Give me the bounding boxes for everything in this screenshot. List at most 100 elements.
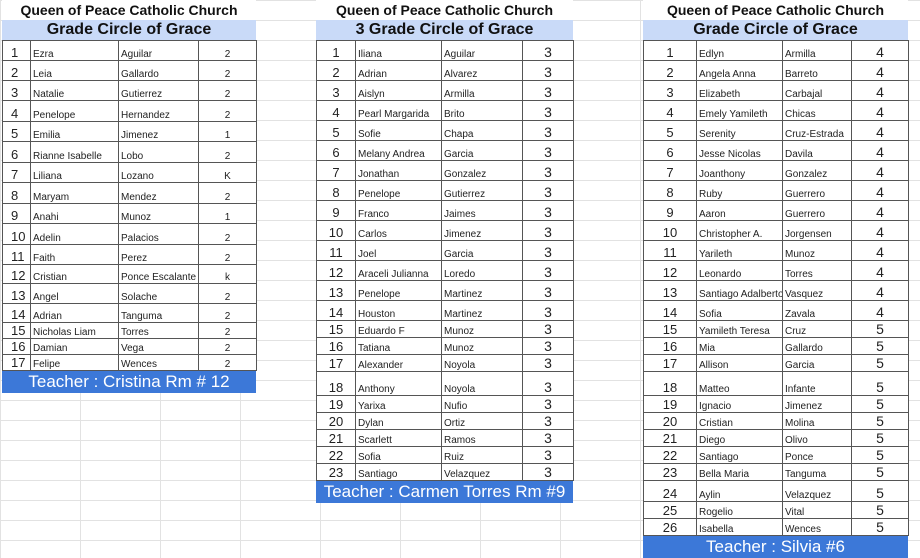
grade-cell[interactable]: 3 [522, 280, 574, 301]
grade-cell[interactable]: 2 [198, 40, 257, 61]
grade-cell[interactable]: 3 [522, 337, 574, 355]
row-number-cell[interactable]: 1 [316, 40, 356, 61]
last-name-cell[interactable]: Lobo [118, 141, 199, 163]
row-number-cell[interactable]: 24 [643, 480, 697, 502]
last-name-cell[interactable]: Ortiz [441, 412, 523, 430]
first-name-cell[interactable]: Jonathan [355, 160, 442, 181]
grade-cell[interactable]: 3 [522, 412, 574, 430]
first-name-cell[interactable]: Eduardo F [355, 320, 442, 338]
grade-cell[interactable]: 3 [522, 120, 574, 141]
first-name-cell[interactable]: Leonardo [696, 260, 783, 281]
first-name-cell[interactable]: Bella Maria [696, 463, 783, 481]
row-number-cell[interactable]: 14 [643, 300, 697, 321]
last-name-cell[interactable]: Aguilar [441, 40, 523, 61]
first-name-cell[interactable]: Jesse Nicolas [696, 140, 783, 161]
row-number-cell[interactable]: 26 [643, 518, 697, 536]
first-name-cell[interactable]: Ruby [696, 180, 783, 201]
first-name-cell[interactable]: Yarileth [696, 240, 783, 261]
row-number-cell[interactable]: 4 [643, 100, 697, 121]
first-name-cell[interactable]: Penelope [30, 100, 119, 122]
grade-cell[interactable]: 3 [522, 40, 574, 61]
row-number-cell[interactable]: 19 [316, 395, 356, 413]
first-name-cell[interactable]: Emilia [30, 121, 119, 142]
first-name-cell[interactable]: Melany Andrea [355, 140, 442, 161]
grade-cell[interactable]: 5 [851, 337, 909, 355]
row-number-cell[interactable]: 14 [2, 303, 31, 323]
grade-cell[interactable]: 2 [198, 338, 257, 355]
first-name-cell[interactable]: Damian [30, 338, 119, 355]
grade-cell[interactable]: 3 [522, 429, 574, 447]
grade-cell[interactable]: 4 [851, 260, 909, 281]
first-name-cell[interactable]: Liliana [30, 162, 119, 183]
grade-cell[interactable]: 2 [198, 354, 257, 371]
row-number-cell[interactable]: 10 [2, 223, 31, 245]
last-name-cell[interactable]: Noyola [441, 371, 523, 396]
row-number-cell[interactable]: 5 [643, 120, 697, 141]
last-name-cell[interactable]: Wences [782, 518, 852, 536]
row-number-cell[interactable]: 17 [643, 354, 697, 372]
grade-cell[interactable]: 3 [522, 300, 574, 321]
grade-cell[interactable]: 5 [851, 320, 909, 338]
last-name-cell[interactable]: Gutierrez [441, 180, 523, 201]
first-name-cell[interactable]: Maryam [30, 182, 119, 204]
last-name-cell[interactable]: Wences [118, 354, 199, 371]
last-name-cell[interactable]: Munoz [118, 203, 199, 224]
last-name-cell[interactable]: Jimenez [118, 121, 199, 142]
first-name-cell[interactable]: Natalie [30, 80, 119, 101]
last-name-cell[interactable]: Gutierrez [118, 80, 199, 101]
first-name-cell[interactable]: Allison [696, 354, 783, 372]
grade-cell[interactable]: 3 [522, 160, 574, 181]
row-number-cell[interactable]: 2 [2, 60, 31, 81]
row-number-cell[interactable]: 7 [2, 162, 31, 183]
row-number-cell[interactable]: 8 [316, 180, 356, 201]
first-name-cell[interactable]: Rianne Isabelle [30, 141, 119, 163]
last-name-cell[interactable]: Ponce Escalante [118, 264, 199, 284]
first-name-cell[interactable]: Adelin [30, 223, 119, 245]
row-number-cell[interactable]: 15 [316, 320, 356, 338]
grade-cell[interactable]: 5 [851, 446, 909, 464]
first-name-cell[interactable]: Adrian [30, 303, 119, 323]
row-number-cell[interactable]: 12 [643, 260, 697, 281]
first-name-cell[interactable]: Rogelio [696, 501, 783, 519]
last-name-cell[interactable]: Vital [782, 501, 852, 519]
first-name-cell[interactable]: Scarlett [355, 429, 442, 447]
last-name-cell[interactable]: Munoz [782, 240, 852, 261]
first-name-cell[interactable]: Faith [30, 244, 119, 265]
first-name-cell[interactable]: Dylan [355, 412, 442, 430]
first-name-cell[interactable]: Edlyn [696, 40, 783, 61]
last-name-cell[interactable]: Davila [782, 140, 852, 161]
first-name-cell[interactable]: Iliana [355, 40, 442, 61]
last-name-cell[interactable]: Brito [441, 100, 523, 121]
grade-cell[interactable]: 3 [522, 80, 574, 101]
row-number-cell[interactable]: 10 [643, 220, 697, 241]
last-name-cell[interactable]: Martinez [441, 300, 523, 321]
first-name-cell[interactable]: Leia [30, 60, 119, 81]
last-name-cell[interactable]: Torres [782, 260, 852, 281]
last-name-cell[interactable]: Jaimes [441, 200, 523, 221]
grade-cell[interactable]: 2 [198, 141, 257, 163]
first-name-cell[interactable]: Penelope [355, 180, 442, 201]
last-name-cell[interactable]: Perez [118, 244, 199, 265]
first-name-cell[interactable]: Elizabeth [696, 80, 783, 101]
first-name-cell[interactable]: Franco [355, 200, 442, 221]
row-number-cell[interactable]: 1 [2, 40, 31, 61]
row-number-cell[interactable]: 13 [2, 283, 31, 304]
last-name-cell[interactable]: Garcia [441, 240, 523, 261]
first-name-cell[interactable]: Joanthony [696, 160, 783, 181]
grade-cell[interactable]: 5 [851, 463, 909, 481]
first-name-cell[interactable]: Aylin [696, 480, 783, 502]
first-name-cell[interactable]: Carlos [355, 220, 442, 241]
grade-cell[interactable]: 1 [198, 203, 257, 224]
grade-cell[interactable]: 4 [851, 40, 909, 61]
row-number-cell[interactable]: 9 [2, 203, 31, 224]
grade-cell[interactable]: 1 [198, 121, 257, 142]
row-number-cell[interactable]: 11 [643, 240, 697, 261]
row-number-cell[interactable]: 7 [316, 160, 356, 181]
first-name-cell[interactable]: Santiago [696, 446, 783, 464]
last-name-cell[interactable]: Nufio [441, 395, 523, 413]
grade-cell[interactable]: 3 [522, 140, 574, 161]
grade-cell[interactable]: 3 [522, 354, 574, 372]
first-name-cell[interactable]: Sofia [696, 300, 783, 321]
last-name-cell[interactable]: Carbajal [782, 80, 852, 101]
row-number-cell[interactable]: 18 [643, 371, 697, 396]
